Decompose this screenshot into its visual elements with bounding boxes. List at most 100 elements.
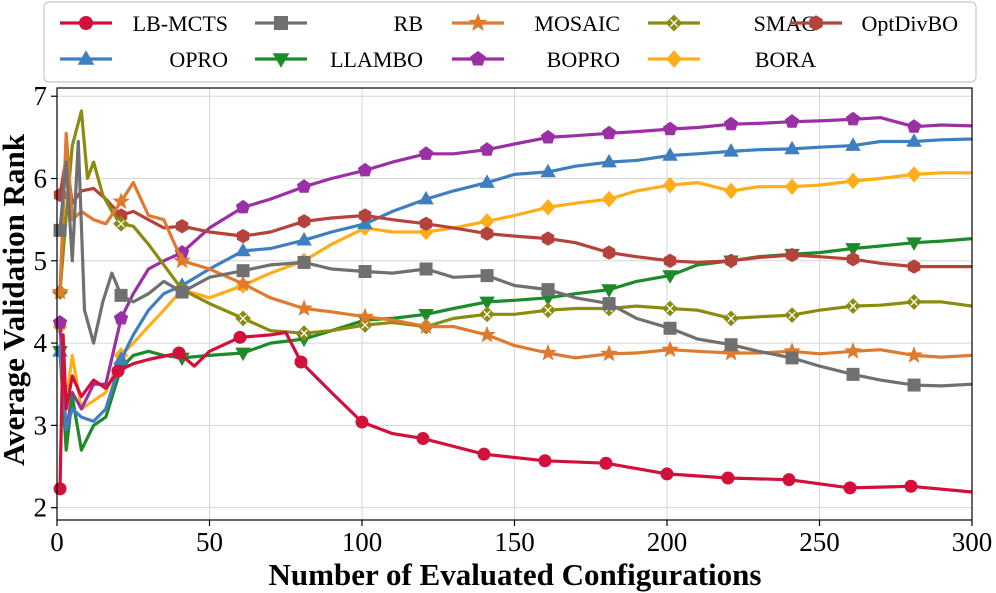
mosaic-point — [844, 342, 862, 359]
legend-item-opro: OPRO — [60, 47, 228, 72]
series-optdivbo — [53, 156, 972, 274]
rb-point — [785, 351, 799, 365]
marker-cross — [910, 298, 918, 306]
series-bopro — [52, 111, 973, 436]
x-tick-label: 150 — [494, 527, 535, 557]
lb-mcts-point — [53, 482, 67, 496]
marker-cross — [788, 311, 796, 319]
bopro-point — [906, 119, 922, 133]
opro-point — [906, 133, 922, 147]
bopro-point — [296, 179, 312, 193]
mosaic-point — [600, 344, 618, 362]
bopro-point — [662, 121, 678, 136]
y-tick-label: 4 — [34, 328, 48, 358]
optdivbo-point — [175, 219, 189, 234]
llambo-point — [235, 347, 251, 362]
opro-point — [235, 242, 251, 257]
smac-point — [784, 307, 800, 324]
rb-line — [58, 139, 973, 388]
mosaic-point — [661, 340, 679, 358]
smac-point — [723, 310, 739, 327]
legend-item-bopro: BOPRO — [452, 47, 620, 72]
legend-swatch-marker — [272, 53, 290, 68]
bopro-point — [479, 142, 495, 156]
legend-swatch-marker — [665, 14, 683, 32]
bopro-point — [235, 199, 251, 214]
legend-swatch-marker — [470, 50, 486, 66]
legend-item-optdivbo: OptDivBO — [790, 11, 958, 36]
legend-label-optdivbo: OptDivBO — [861, 11, 958, 36]
y-tick-label: 7 — [34, 81, 48, 111]
marker-cross — [300, 329, 308, 337]
legend-label-bopro: BOPRO — [547, 47, 620, 72]
opro-point — [296, 232, 312, 246]
llambo-point — [479, 296, 495, 311]
optdivbo-point — [785, 247, 799, 263]
legend-label-rb: RB — [394, 11, 423, 36]
y-tick-label: 2 — [34, 493, 48, 523]
optdivbo-point — [541, 231, 555, 246]
legend-item-llambo: LLAMBO — [255, 47, 423, 72]
bopro-point — [113, 310, 129, 325]
mosaic-point — [173, 251, 191, 269]
legend-item-smac: SMAC — [648, 11, 816, 36]
legend-swatch-marker — [77, 50, 95, 65]
optdivbo-point — [419, 216, 433, 231]
lb-mcts-point — [843, 481, 857, 495]
optdivbo-point — [724, 253, 738, 268]
opro-point — [113, 351, 129, 365]
llambo-point — [662, 270, 678, 284]
rb-point — [480, 269, 494, 283]
y-axis-title: Average Validation Rank — [0, 133, 31, 466]
smac-point — [296, 325, 312, 342]
marker-cross — [361, 321, 369, 329]
opro-point — [601, 153, 617, 168]
bora-point — [845, 172, 861, 190]
bora-point — [601, 190, 617, 208]
grid — [56, 88, 973, 520]
x-tick-label: 200 — [647, 527, 688, 557]
rb-point — [358, 264, 372, 278]
smac-point — [113, 215, 129, 232]
optdivbo-point — [480, 226, 494, 241]
legend-swatch-marker — [79, 16, 93, 30]
rb-point — [846, 367, 860, 381]
rb-point — [907, 378, 921, 392]
lb-mcts-point — [416, 432, 430, 446]
llambo-point — [906, 237, 922, 251]
rb-point — [53, 223, 67, 237]
legend-item-bora: BORA — [648, 47, 816, 72]
mosaic-point — [295, 299, 313, 316]
y-tick-label: 6 — [34, 164, 48, 194]
plot-area — [51, 109, 973, 496]
bopro-point — [540, 129, 556, 144]
marker-cross — [666, 304, 674, 313]
lb-mcts-point — [233, 330, 247, 344]
lb-mcts-point — [782, 473, 796, 487]
smac-point — [479, 306, 495, 323]
lb-mcts-point — [660, 467, 674, 481]
lb-mcts-point — [111, 364, 125, 378]
y-tick-label: 5 — [34, 246, 48, 276]
lb-mcts-point — [904, 479, 918, 493]
mosaic-point — [234, 274, 252, 292]
optdivbo-point — [663, 253, 677, 268]
bopro-point — [357, 162, 373, 177]
bopro-point — [601, 125, 617, 140]
lb-mcts-point — [538, 454, 552, 468]
plot-frame — [56, 87, 973, 521]
lb-mcts-line — [58, 330, 973, 494]
mosaic-point — [51, 282, 69, 300]
optdivbo-point — [236, 228, 250, 244]
bopro-point — [723, 116, 739, 131]
opro-point — [723, 143, 739, 157]
bopro-point — [845, 111, 861, 126]
lb-mcts-point — [172, 346, 186, 360]
axes: 0 50 100 150 200 250 300 2 3 4 5 6 7 — [34, 81, 993, 557]
smac-point — [906, 294, 922, 310]
bopro-point — [52, 314, 68, 329]
rb-point — [663, 321, 677, 335]
series-opro — [52, 133, 973, 432]
legend-label-mosaic: MOSAIC — [534, 11, 620, 36]
legend-swatch-marker — [468, 13, 488, 31]
